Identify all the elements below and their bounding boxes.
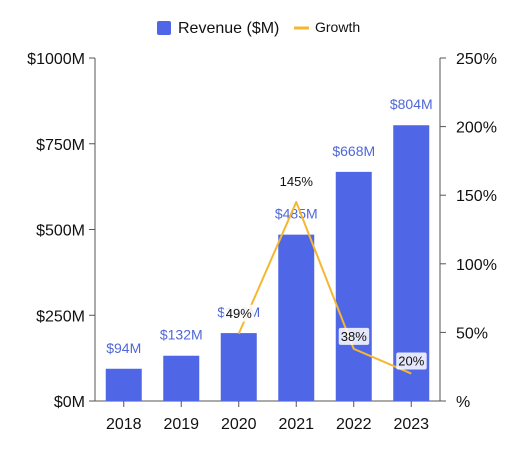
x-tick-label: 2023 — [393, 416, 429, 433]
legend-revenue-label: Revenue ($M) — [178, 20, 279, 37]
legend-revenue-swatch — [157, 21, 171, 35]
left-tick-label: $0M — [54, 394, 85, 411]
legend-growth-label: Growth — [315, 19, 360, 35]
revenue-bar — [335, 171, 372, 401]
x-tick-label: 2022 — [336, 416, 372, 433]
growth-label-background — [338, 327, 370, 345]
revenue-bar-label: $804M — [390, 96, 433, 112]
growth-label-background — [396, 352, 427, 370]
revenue-bar-label: $94M — [106, 340, 141, 356]
legend: Revenue ($M) Growth — [157, 19, 360, 37]
revenue-bar — [220, 333, 257, 401]
x-tick-label: 2021 — [278, 416, 314, 433]
left-tick-label: $250M — [36, 308, 85, 325]
revenue-bar-label: $668M — [332, 143, 375, 159]
growth-line-group — [237, 201, 412, 375]
right-tick-label: % — [456, 394, 470, 411]
growth-labels: 49% 145% 38% 20% — [223, 173, 427, 370]
left-tick-label: $500M — [36, 223, 85, 240]
revenue-bar — [278, 234, 315, 401]
growth-label-background — [277, 173, 316, 191]
growth-line — [237, 201, 412, 375]
left-tick-label: $750M — [36, 137, 85, 154]
x-tick-label: 2020 — [221, 416, 257, 433]
revenue-bar-labels: $94M$132M$198M$485M$668M$804M — [106, 96, 432, 356]
growth-data-label: 20% — [398, 354, 424, 369]
left-tick-label: $1000M — [27, 51, 85, 68]
revenue-bar-label: $132M — [160, 327, 203, 343]
revenue-bar — [163, 355, 200, 401]
growth-label-background — [223, 304, 255, 322]
right-tick-label: 50% — [456, 325, 488, 342]
axes: $0M $250M $500M $750M $1000M% 50% 100% 150% 200%… — [27, 51, 497, 433]
revenue-bar-label: $485M — [275, 206, 318, 222]
right-tick-label: 100% — [456, 257, 497, 274]
revenue-bars — [105, 125, 430, 401]
right-tick-label: 200% — [456, 120, 497, 137]
growth-data-label: 145% — [280, 174, 314, 189]
growth-data-label: 38% — [341, 329, 367, 344]
revenue-bar — [105, 368, 142, 401]
right-tick-label: 150% — [456, 188, 497, 205]
x-tick-label: 2018 — [106, 416, 142, 433]
x-tick-label: 2019 — [163, 416, 199, 433]
right-tick-label: 250% — [456, 51, 497, 68]
growth-data-label: 49% — [226, 306, 252, 321]
